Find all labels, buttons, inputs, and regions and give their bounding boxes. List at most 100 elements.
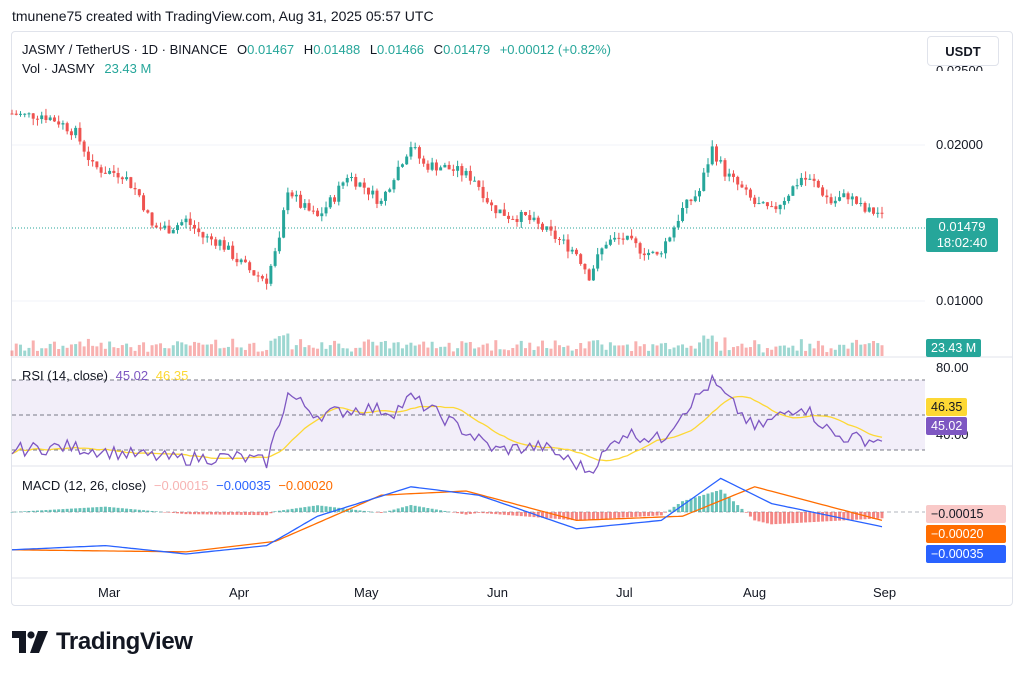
volume-bar xyxy=(706,338,710,356)
tradingview-logo[interactable]: TradingView xyxy=(12,628,193,656)
symbol-name[interactable]: JASMY / TetherUS · 1D · BINANCE xyxy=(22,42,228,57)
tradingview-logo-text: TradingView xyxy=(56,628,193,655)
macd-histogram-bar xyxy=(634,512,638,517)
candle-body xyxy=(515,219,519,222)
rsi-badge: 45.02 xyxy=(926,417,968,435)
candle-body xyxy=(209,236,213,240)
macd-histogram-bar xyxy=(294,508,298,512)
candle-body xyxy=(770,206,774,208)
macd-histogram-bar xyxy=(464,512,468,515)
macd-histogram-bar xyxy=(604,512,608,519)
macd-histogram-bar xyxy=(286,509,290,512)
volume-bar xyxy=(239,347,243,356)
macd-histogram-bar xyxy=(498,512,502,515)
candle-body xyxy=(324,207,328,214)
macd-histogram-bar xyxy=(587,512,591,520)
macd-histogram-bar xyxy=(417,506,421,512)
macd-histogram-bar xyxy=(201,512,205,515)
macd-histogram-bar xyxy=(222,512,226,515)
candle-body xyxy=(698,190,701,197)
candle-body xyxy=(451,169,455,171)
volume-bar xyxy=(61,345,65,356)
candle-body xyxy=(91,160,95,162)
rsi-label[interactable]: RSI (14, close) xyxy=(22,368,108,383)
macd-histogram-bar xyxy=(193,512,196,515)
volume-bar xyxy=(846,348,850,356)
macd-histogram-bar xyxy=(778,512,782,524)
volume-bar xyxy=(617,345,621,356)
volume-bar xyxy=(587,341,591,356)
volume-bar xyxy=(99,342,103,356)
candle-body xyxy=(159,227,163,229)
macd-legend: MACD (12, 26, close) −0.00015 −0.00035 −… xyxy=(22,478,333,493)
volume-label[interactable]: Vol · JASMY xyxy=(22,61,95,76)
macd-histogram-bar xyxy=(159,511,163,513)
volume-bar xyxy=(770,349,774,356)
macd-histogram-bar xyxy=(367,511,370,512)
macd-histogram-bar xyxy=(154,511,158,512)
time-axis-mar: Mar xyxy=(98,585,121,600)
candle-body xyxy=(579,254,583,264)
macd-histogram-bar xyxy=(333,507,337,512)
tradingview-logo-icon xyxy=(12,631,48,653)
macd-histogram-bar xyxy=(651,512,655,516)
volume-bar xyxy=(82,346,86,356)
macd-histogram-bar xyxy=(307,506,311,512)
candle-body xyxy=(129,177,133,188)
macd-histogram-bar xyxy=(787,512,791,524)
macd-histogram-bar xyxy=(324,506,328,512)
volume-bar xyxy=(668,349,672,356)
time-axis-jul: Jul xyxy=(616,585,633,600)
volume-bar xyxy=(154,344,158,356)
macd-histogram-bar xyxy=(456,512,460,514)
candle-body xyxy=(664,241,668,254)
candle-body xyxy=(133,187,137,190)
low-label: L xyxy=(369,42,378,57)
current-price-badge: 0.01479 18:02:40 xyxy=(926,218,998,252)
volume-bar xyxy=(511,348,515,356)
candle-body xyxy=(184,218,188,223)
candle-body xyxy=(867,207,871,212)
volume-bar xyxy=(286,333,290,356)
candle-body xyxy=(787,195,791,201)
macd-histogram-bar xyxy=(753,512,757,521)
rsi-ma-line xyxy=(11,395,883,462)
candle-body xyxy=(587,269,591,281)
candle-body xyxy=(672,227,676,238)
candle-body xyxy=(778,204,782,210)
candle-body xyxy=(379,200,383,204)
candle-body xyxy=(566,239,570,252)
candle-body xyxy=(744,187,748,190)
volume-bar xyxy=(808,343,812,356)
macd-histogram-bar xyxy=(44,510,48,512)
volume-bar xyxy=(557,345,561,356)
candle-body xyxy=(782,200,786,205)
candle-body xyxy=(804,177,808,180)
macd-label[interactable]: MACD (12, 26, close) xyxy=(22,478,147,493)
macd-hist-legend-value: −0.00015 xyxy=(153,478,209,493)
volume-bar xyxy=(69,344,73,356)
macd-histogram-bar xyxy=(78,508,82,512)
candle-body xyxy=(120,177,124,180)
candle-body xyxy=(808,178,812,180)
macd-histogram-bar xyxy=(167,512,171,513)
volume-bar xyxy=(350,351,353,356)
candle-body xyxy=(473,180,477,182)
macd-histogram-bar xyxy=(761,512,765,523)
volume-bar xyxy=(299,339,303,356)
volume-bar xyxy=(795,350,799,356)
macd-histogram-bar xyxy=(303,507,307,512)
candle-body xyxy=(61,123,65,125)
volume-bar xyxy=(142,342,146,356)
volume-bar xyxy=(536,346,540,356)
volume-bar xyxy=(303,347,307,356)
currency-button[interactable]: USDT xyxy=(927,36,999,66)
candle-body xyxy=(74,127,78,136)
volume-bar xyxy=(579,343,583,356)
candle-body xyxy=(290,192,294,197)
volume-bar xyxy=(337,343,341,356)
macd-histogram-bar xyxy=(197,512,201,515)
candle-body xyxy=(231,245,235,259)
candle-body xyxy=(511,218,515,220)
